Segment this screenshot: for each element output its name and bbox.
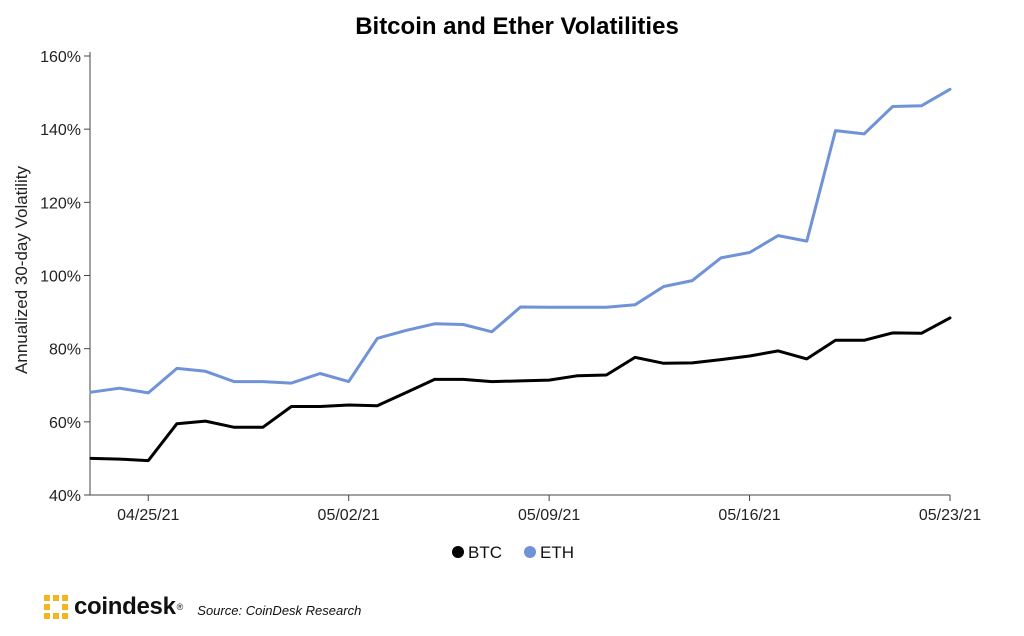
y-tick-label: 100% (40, 269, 81, 286)
y-axis-label: Annualized 30-day Volatility (12, 166, 31, 374)
y-tick-label: 40% (49, 488, 81, 505)
y-tick-label: 160% (40, 49, 81, 66)
x-tick-label: 05/09/21 (518, 507, 580, 524)
x-tick-label: 05/16/21 (718, 507, 780, 524)
y-tick-label: 120% (40, 195, 81, 212)
x-tick-label: 04/25/21 (117, 507, 179, 524)
series-layer (89, 87, 952, 463)
axes: 40% 60% 80% 100% 120% 140% 160% 04/25/21 05/02/2… (40, 49, 981, 524)
legend-label-eth: ETH (540, 543, 574, 562)
legend-marker-btc (452, 546, 464, 558)
series-line-btc (89, 316, 952, 463)
brand-registered-mark: ® (176, 602, 184, 612)
coindesk-logo-icon (44, 595, 68, 619)
source-note: Source: CoinDesk Research (197, 602, 362, 618)
footer: coindesk ® Source: CoinDesk Research (44, 592, 361, 622)
legend-label-btc: BTC (468, 543, 502, 562)
chart-title: Bitcoin and Ether Volatilities (355, 13, 679, 40)
y-tick-label: 60% (49, 415, 81, 432)
y-tick-label: 140% (40, 122, 81, 139)
x-tick-label: 05/23/21 (919, 507, 981, 524)
brand-name: coindesk (74, 593, 176, 620)
y-tick-label: 80% (49, 342, 81, 359)
series-line-eth (89, 87, 952, 395)
brand-logo: coindesk ® (44, 593, 183, 621)
x-tick-label: 05/02/21 (318, 507, 380, 524)
legend: BTC ETH (452, 543, 574, 562)
legend-marker-eth (524, 546, 536, 558)
